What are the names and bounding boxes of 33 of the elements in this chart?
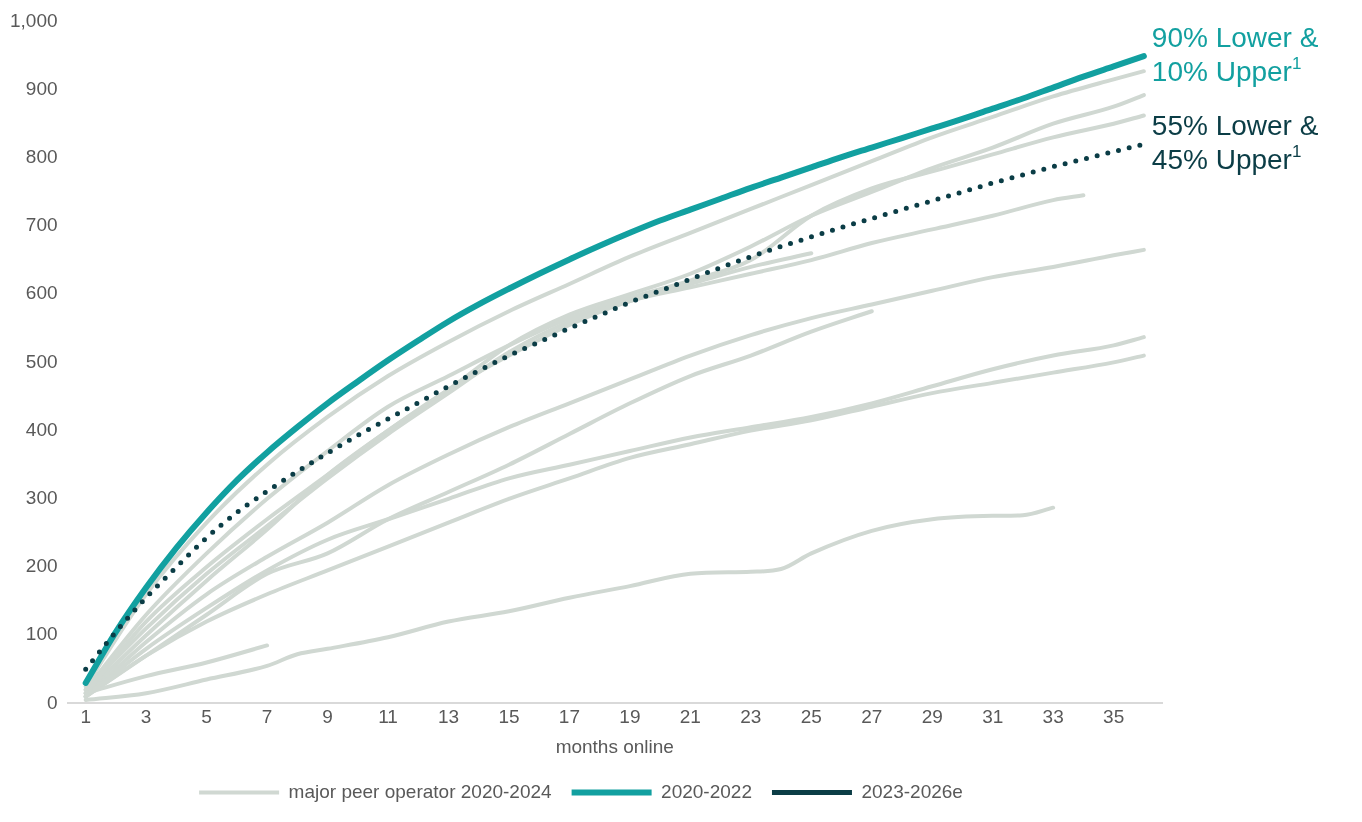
x-tick-label: 7 [261,706,273,728]
x-tick-label: 5 [201,706,212,728]
x-tick-label: 29 [921,706,943,728]
x-tick-label: 23 [740,706,762,728]
x-tick-label: 27 [861,706,883,728]
legend-label: major peer operator 2020-2024 [288,780,553,802]
y-tick-label: 600 [25,282,58,304]
y-tick-label: 700 [25,214,58,236]
x-tick-label: 33 [1042,706,1064,728]
legend-label: 2023-2026e [861,780,963,802]
x-axis-title: months online [555,735,674,757]
x-tick-label: 11 [378,706,398,728]
x-tick-label: 35 [1103,706,1125,728]
x-tick-label: 3 [140,706,152,728]
x-tick-label: 9 [322,706,333,728]
y-tick-label: 100 [25,623,58,645]
y-tick-label: 200 [25,555,58,577]
x-tick-label: 15 [498,706,520,728]
x-tick-label: 17 [558,706,580,728]
y-tick-label: 500 [25,350,58,372]
y-tick-label: 1,000 [10,9,58,31]
x-tick-label: 25 [800,706,822,728]
x-tick-label: 1 [80,706,91,728]
x-tick-label: 19 [619,706,641,728]
y-tick-label: 900 [25,77,58,99]
x-tick-label: 21 [679,706,701,728]
x-tick-label: 31 [982,706,1004,728]
y-tick-label: 800 [25,146,58,168]
y-tick-label: 400 [25,418,58,440]
y-tick-label: 0 [46,691,58,713]
x-tick-label: 13 [437,706,460,728]
legend-label: 2020-2022 [661,780,752,802]
y-tick-label: 300 [25,487,58,509]
